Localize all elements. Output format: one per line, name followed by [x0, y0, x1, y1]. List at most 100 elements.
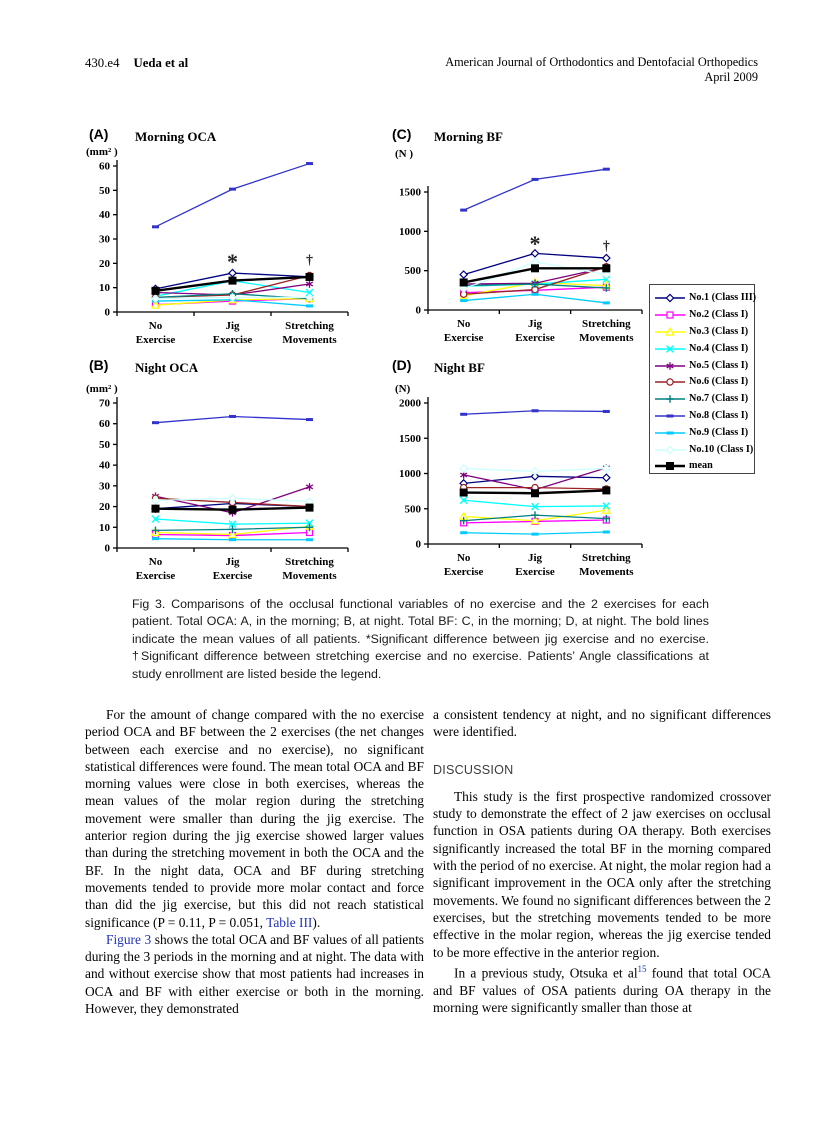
marker-triangle — [665, 326, 675, 336]
x-category-label: Jig — [528, 552, 543, 564]
marker-square-filled — [228, 505, 237, 514]
axis-line — [305, 288, 314, 297]
y-axis-unit: (mm² ) — [86, 146, 118, 158]
marker-dash — [602, 530, 610, 534]
legend-sample — [655, 414, 685, 418]
legend-item: No.6 (Class I) — [654, 374, 754, 391]
marker-circle — [666, 378, 674, 387]
y-tick-label: 10 — [99, 522, 111, 534]
paragraph: For the amount of change compared with t… — [85, 706, 424, 931]
y-axis-unit: (N) — [395, 383, 411, 395]
axis-line — [305, 519, 314, 528]
marker-diamond — [459, 284, 469, 294]
legend-sample — [655, 361, 685, 370]
marker-diamond — [151, 495, 160, 505]
axis-line — [305, 484, 314, 490]
y-tick-label: 2000 — [399, 398, 422, 410]
paragraph: In a previous study, Otsuka et al15 foun… — [433, 961, 771, 1016]
table-iii-link[interactable]: Table III — [266, 914, 313, 930]
marker-dash — [229, 414, 236, 418]
marker-diamond — [228, 493, 237, 503]
y-axis-unit: (N ) — [395, 148, 413, 160]
marker-square — [666, 311, 674, 319]
legend-label: No.6 (Class I) — [689, 376, 749, 388]
x-category-label: Jig — [225, 556, 240, 568]
chart-title: Morning OCA — [135, 129, 217, 144]
y-tick-label: 500 — [405, 265, 422, 277]
marker-diamond — [601, 270, 611, 280]
paragraph-text: found that total OCA and BF values of OS… — [433, 965, 771, 1015]
significance-asterisk: * — [530, 231, 541, 256]
marker-square-filled — [666, 462, 674, 471]
x-category-label: Jig — [225, 320, 240, 332]
y-tick-label: 60 — [99, 418, 111, 430]
marker-diamond — [305, 292, 314, 302]
legend-sample — [655, 344, 685, 353]
chart-legend: No.1 (Class III) No.2 (Class I) No.3 (Clas… — [649, 284, 757, 474]
x-category-label: Movements — [579, 566, 634, 578]
axis-line — [531, 502, 539, 511]
figure-caption: Fig 3. Comparisons of the occlusal funct… — [132, 597, 709, 681]
x-category-label: Movements — [282, 334, 337, 346]
marker-square-filled — [602, 264, 611, 273]
marker-square-filled — [305, 272, 314, 281]
legend-label: mean — [689, 460, 713, 472]
legend-item: No.9 (Class I) — [654, 424, 754, 441]
marker-dash — [152, 421, 159, 425]
legend-label: No.8 (Class I) — [689, 409, 749, 421]
legend-label: No.1 (Class III) — [689, 292, 757, 304]
x-category-label: No — [457, 552, 471, 564]
y-tick-label: 40 — [99, 209, 111, 221]
x-category-label: Exercise — [213, 570, 253, 582]
running-header-right: American Journal of Orthodontics and Den… — [328, 55, 758, 84]
paragraph: This study is the first prospective rand… — [433, 788, 771, 960]
y-tick-label: 1000 — [399, 226, 422, 238]
x-category-label: Movements — [579, 332, 634, 344]
axis-line — [151, 515, 160, 523]
legend-label: No.3 (Class I) — [689, 325, 749, 337]
journal-title: American Journal of Orthodontics and Den… — [445, 55, 758, 69]
marker-dash — [306, 538, 313, 542]
legend-label: No.5 (Class I) — [689, 359, 749, 371]
marker-diamond — [601, 464, 611, 474]
y-tick-label: 0 — [105, 543, 111, 555]
marker-diamond — [601, 473, 611, 483]
legend-label: No.2 (Class I) — [689, 309, 749, 321]
body-column-left: For the amount of change compared with t… — [85, 706, 424, 1017]
chart-title: Night OCA — [135, 360, 199, 375]
panel-label: (D) — [392, 357, 411, 373]
marker-diamond — [530, 466, 540, 476]
legend-item: No.2 (Class I) — [654, 307, 754, 324]
y-tick-label: 50 — [99, 439, 111, 451]
marker-dash — [666, 414, 674, 418]
y-axis-unit: (mm² ) — [86, 383, 118, 395]
axis-line — [459, 496, 468, 505]
legend-label: No.7 (Class I) — [689, 393, 749, 405]
axis-line — [666, 363, 674, 369]
marker-dash — [531, 292, 539, 296]
marker-dash — [602, 301, 610, 305]
significance-dagger: † — [306, 253, 313, 268]
legend-label: No.9 (Class I) — [689, 426, 749, 438]
running-author: Ueda et al — [133, 56, 189, 70]
legend-sample — [655, 462, 685, 471]
legend-item: No.8 (Class I) — [654, 408, 754, 425]
marker-dash — [602, 167, 610, 171]
marker-square-filled — [459, 278, 468, 287]
y-tick-label: 30 — [99, 234, 111, 246]
x-category-label: Movements — [282, 570, 337, 582]
chart-d: 0 500 1000 1500 2000 No Exercise Jig Exercise Str… — [392, 357, 643, 578]
marker-dash — [306, 162, 313, 166]
marker-triangle — [227, 529, 238, 539]
section-heading-discussion: DISCUSSION — [433, 762, 514, 777]
marker-diamond — [459, 270, 469, 280]
marker-diamond — [665, 445, 675, 455]
y-tick-label: 20 — [99, 258, 111, 270]
figure-3-link[interactable]: Figure 3 — [106, 931, 152, 947]
y-tick-label: 1000 — [399, 468, 422, 480]
x-category-label: Exercise — [136, 334, 176, 346]
reference-15-link[interactable]: 15 — [637, 963, 647, 974]
marker-square-filled — [151, 504, 160, 513]
chart-c: 0 500 1000 1500 No Exercise Jig Exercise Stretch… — [392, 126, 643, 344]
legend-sample — [655, 445, 685, 455]
